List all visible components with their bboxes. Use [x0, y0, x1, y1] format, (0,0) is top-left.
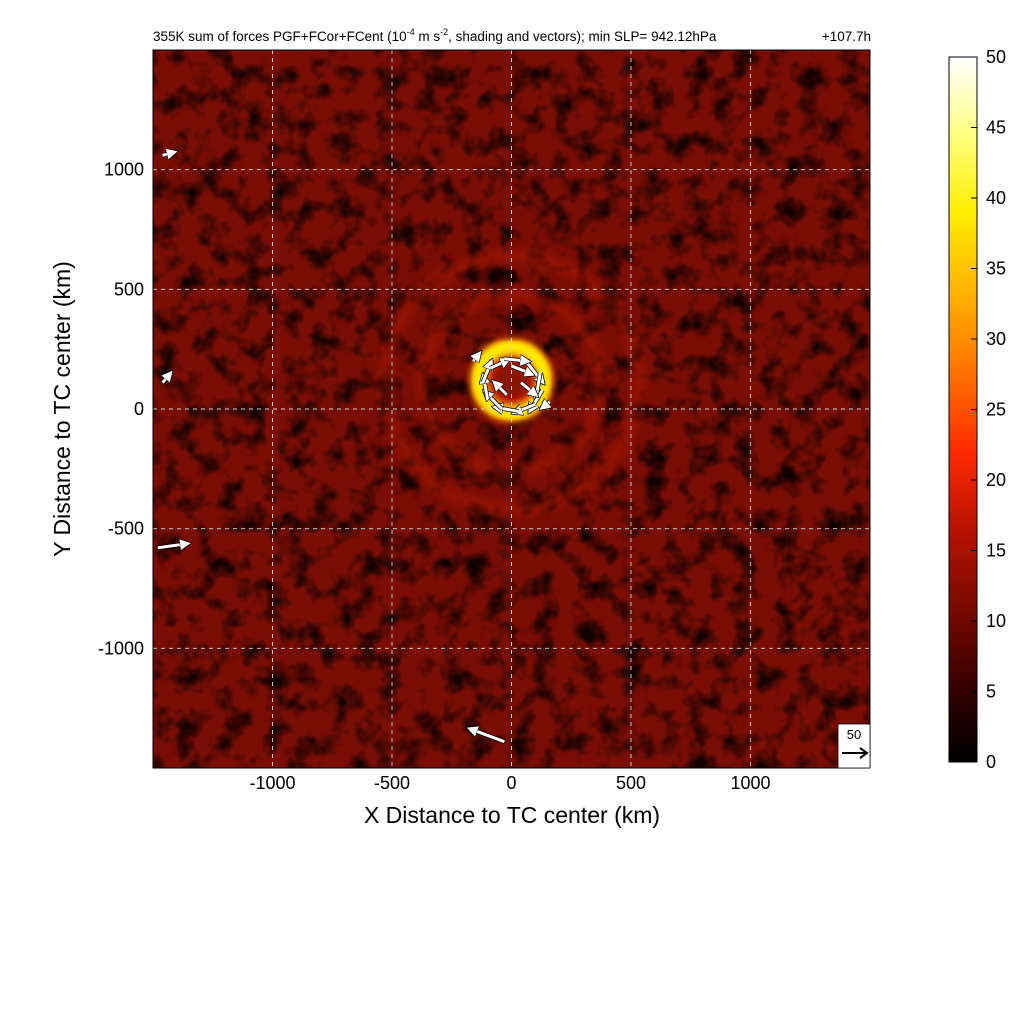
colorbar-tick-label: 35	[986, 259, 1006, 279]
vector-arrow	[510, 364, 535, 375]
x-tick-label: 1000	[730, 773, 770, 793]
colorbar-tick-label: 10	[986, 611, 1006, 631]
vector-arrow	[481, 360, 492, 384]
reference-vector-box	[837, 723, 871, 769]
colorbar-tick-label: 40	[986, 188, 1006, 208]
reference-vector-head	[859, 747, 869, 759]
y-tick-label: -500	[108, 519, 144, 539]
vector-arrow	[529, 389, 544, 413]
y-tick-label: 500	[114, 279, 144, 299]
colorbar-tick-label: 25	[986, 400, 1006, 420]
reference-vector: 50	[837, 723, 871, 769]
y-axis-ticks: 1000 500 0 -500 -1000	[98, 160, 144, 659]
x-tick-label: 500	[616, 773, 646, 793]
vector-arrow	[162, 152, 177, 156]
vector-layer	[157, 152, 550, 744]
rainband-ring-1	[418, 289, 605, 476]
x-tick-label: -500	[374, 773, 410, 793]
y-tick-label: -1000	[98, 638, 144, 658]
colorbar-tick-label: 45	[986, 118, 1006, 138]
colorbar-tick-label: 50	[986, 47, 1006, 67]
x-axis-label: X Distance to TC center (km)	[364, 802, 660, 828]
x-tick-label: -1000	[249, 773, 295, 793]
chart-time-label: +107.7h	[822, 29, 871, 44]
x-tick-label: 0	[506, 773, 516, 793]
x-axis-ticks: -1000 -500 0 500 1000	[249, 773, 770, 793]
vector-arrow	[493, 381, 508, 396]
colorbar-tick-label: 20	[986, 470, 1006, 490]
plot-frame	[152, 49, 871, 769]
y-tick-label: 0	[134, 399, 144, 419]
vector-arrow	[504, 359, 529, 362]
heatmap-field	[153, 50, 870, 768]
vector-arrow	[541, 402, 550, 409]
y-axis-label: Y Distance to TC center (km)	[49, 261, 75, 557]
vector-arrow	[163, 372, 172, 384]
vector-arrow	[473, 352, 480, 361]
feature-layer	[380, 251, 643, 514]
colorbar-tick-label: 0	[986, 752, 996, 772]
colorbar-tick-label: 15	[986, 541, 1006, 561]
vector-arrow	[520, 381, 537, 397]
y-tick-label: 1000	[104, 160, 144, 180]
vector-arrow	[468, 728, 505, 744]
vector-arrow	[157, 543, 190, 548]
reference-vector-label: 50	[847, 727, 861, 742]
chart-title: 355K sum of forces PGF+FCor+FCent (10-4 …	[153, 27, 717, 44]
colorbar-tick-label: 5	[986, 682, 996, 702]
colorbar-tick-label: 30	[986, 329, 1006, 349]
